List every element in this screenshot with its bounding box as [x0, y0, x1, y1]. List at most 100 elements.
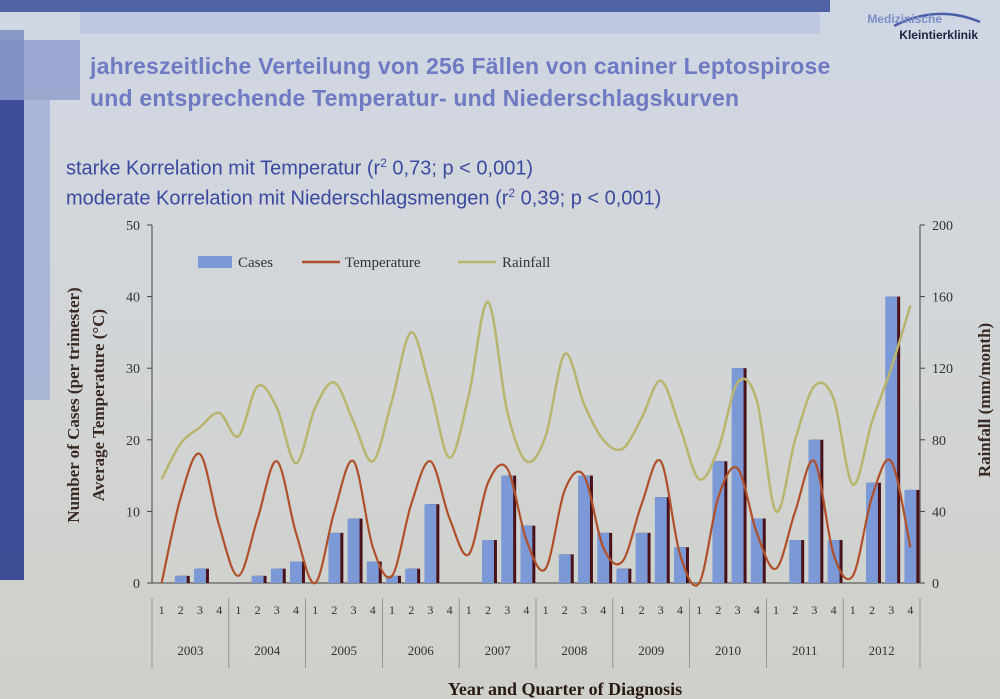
logo-text-line1: Medizinische: [867, 12, 942, 26]
quarter-label: 4: [447, 603, 453, 617]
quarter-label: 2: [408, 603, 414, 617]
quarter-label: 3: [351, 603, 357, 617]
right-tick-label: 160: [932, 291, 953, 306]
quarter-label: 2: [331, 603, 337, 617]
quarter-label: 1: [466, 603, 472, 617]
legend-cases-label: Cases: [238, 255, 273, 271]
slide-title: jahreszeitliche Verteilung von 256 Fälle…: [90, 50, 970, 114]
case-bar: [270, 568, 283, 583]
quarter-label: 3: [811, 603, 817, 617]
case-bar: [347, 518, 360, 583]
year-label: 2005: [331, 643, 357, 658]
quarter-label: 2: [178, 603, 184, 617]
logo-swoosh-icon: [893, 12, 981, 28]
left-axis-title-temperature: Average Temperature (°C): [89, 309, 108, 501]
year-label: 2007: [485, 643, 512, 658]
temperature-line: [160, 452, 912, 587]
year-label: 2010: [715, 643, 741, 658]
right-tick-label: 120: [932, 362, 953, 377]
case-bar: [808, 439, 821, 583]
case-bar: [501, 475, 514, 583]
case-bar: [827, 540, 840, 583]
quarter-label: 4: [831, 603, 837, 617]
correlation-temperature-text: starke Korrelation mit Temperatur (r2 0,…: [66, 156, 533, 181]
case-bar: [635, 532, 648, 583]
year-label: 2004: [254, 643, 281, 658]
quarter-label: 2: [792, 603, 798, 617]
case-bar: [578, 475, 590, 583]
quarter-label: 1: [235, 603, 241, 617]
decorative-left-stripe: [0, 100, 24, 580]
quarter-label: 4: [907, 603, 913, 617]
rainfall-line: [160, 300, 912, 513]
correlation-rainfall-text-a: moderate Korrelation mit Niederschlagsme…: [66, 187, 509, 210]
right-tick-label: 0: [932, 577, 939, 592]
case-bar: [616, 568, 629, 583]
quarter-label: 2: [715, 603, 721, 617]
case-bar: [712, 461, 725, 583]
case-bar: [520, 525, 533, 583]
case-bar: [194, 568, 206, 583]
quarter-label: 4: [216, 603, 222, 617]
left-tick-label: 10: [126, 505, 140, 520]
quarter-label: 2: [869, 603, 875, 617]
quarter-label: 3: [581, 603, 587, 617]
case-bar: [904, 489, 917, 583]
quarter-label: 4: [523, 603, 529, 617]
case-bar: [328, 532, 341, 583]
decorative-top-bar: [0, 0, 830, 12]
correlation-temperature-text-a: starke Korrelation mit Temperatur (r: [66, 157, 381, 180]
left-tick-label: 50: [126, 219, 140, 234]
quarter-label: 2: [639, 603, 645, 617]
correlation-temperature-superscript: 2: [380, 156, 387, 170]
case-bar: [405, 568, 418, 583]
case-bar: [482, 540, 494, 583]
quarter-label: 1: [389, 603, 395, 617]
year-label: 2011: [792, 643, 818, 658]
case-bar: [558, 554, 571, 583]
slide-title-line1: jahreszeitliche Verteilung von 256 Fälle…: [90, 53, 831, 79]
correlation-rainfall-text: moderate Korrelation mit Niederschlagsme…: [66, 186, 661, 211]
right-tick-label: 80: [932, 434, 946, 449]
quarter-label: 3: [658, 603, 664, 617]
case-bar: [290, 561, 302, 583]
case-bar: [750, 518, 763, 583]
right-tick-label: 40: [932, 505, 946, 520]
left-tick-label: 30: [126, 362, 140, 377]
quarter-label: 4: [370, 603, 376, 617]
case-bar: [174, 575, 187, 583]
year-label: 2006: [408, 643, 435, 658]
quarter-label: 1: [159, 603, 165, 617]
logo-text-line2: Kleintierklinik: [899, 28, 978, 42]
decorative-left-stripe: [24, 100, 50, 400]
case-bar: [674, 547, 686, 583]
quarter-label: 4: [293, 603, 299, 617]
quarter-label: 1: [312, 603, 318, 617]
left-tick-label: 20: [126, 434, 140, 449]
legend-rainfall-label: Rainfall: [502, 255, 550, 271]
case-bar: [251, 575, 264, 583]
case-bar: [789, 540, 802, 583]
correlation-rainfall-superscript: 2: [508, 186, 516, 200]
correlation-temperature-text-b: 0,73; p < 0,001): [386, 157, 534, 180]
case-bar: [654, 497, 667, 583]
year-label: 2008: [561, 643, 587, 658]
left-tick-label: 40: [126, 291, 140, 306]
quarter-label: 4: [600, 603, 606, 617]
x-axis-title: Year and Quarter of Diagnosis: [448, 679, 682, 699]
decorative-top-band: [80, 12, 820, 34]
year-label: 2009: [638, 643, 664, 658]
legend-temperature-label: Temperature: [345, 255, 421, 271]
case-bar: [386, 575, 398, 583]
quarter-label: 2: [562, 603, 568, 617]
case-bar: [731, 368, 744, 583]
legend-cases-swatch: [198, 256, 232, 268]
quarter-label: 1: [850, 603, 856, 617]
quarter-label: 3: [197, 603, 203, 617]
year-label: 2003: [177, 643, 203, 658]
quarter-label: 1: [696, 603, 702, 617]
clinic-logo: Medizinische Kleintierklinik: [832, 10, 982, 50]
quarter-label: 1: [543, 603, 549, 617]
quarter-label: 2: [255, 603, 261, 617]
